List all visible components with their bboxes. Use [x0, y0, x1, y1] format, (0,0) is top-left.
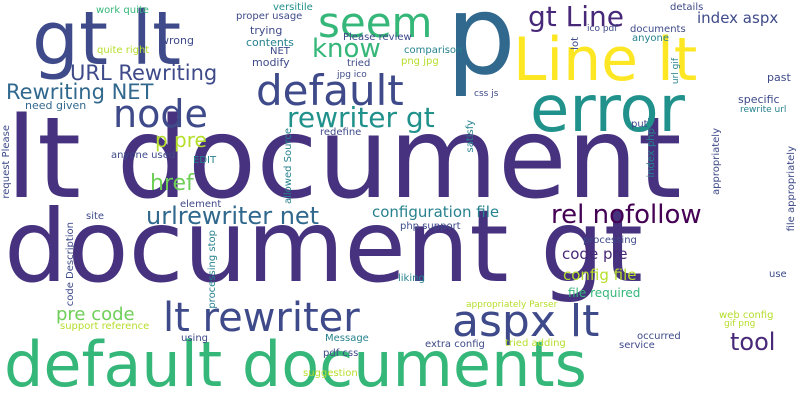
- word-css-js: css js: [474, 89, 499, 99]
- word-details: details: [670, 2, 704, 13]
- word-php-support: php support: [400, 221, 461, 232]
- word-lot: lot: [570, 37, 581, 50]
- word-tried-adding: tried adding: [505, 338, 566, 349]
- word-past: past: [767, 71, 791, 84]
- word-p: p: [446, 0, 516, 99]
- word-processing-stop: processing stop: [207, 230, 218, 309]
- word-p-pre: p pre: [155, 128, 207, 152]
- word-work-quite: work quite: [96, 5, 149, 16]
- word-trying: trying: [250, 24, 283, 37]
- word-support-reference: support reference: [60, 321, 150, 332]
- word-processing: processing: [583, 235, 637, 246]
- word-configuration-file: configuration file: [372, 203, 500, 221]
- word-rewriter-gt: rewriter gt: [287, 101, 435, 134]
- word-tried: tried: [347, 58, 371, 69]
- word-satisfy: satisfy: [465, 120, 476, 153]
- word-gif-png: gif png: [724, 319, 756, 329]
- word-web-config: web config: [719, 310, 774, 321]
- word-modify: modify: [252, 56, 290, 69]
- word-appropriately-parser: appropriately Parser: [466, 300, 558, 310]
- word-tool: tool: [730, 328, 776, 356]
- word-appropriately: appropriately: [711, 128, 722, 195]
- word-jpg-ico: jpg ico: [337, 70, 367, 80]
- word-url-rewriting: URL Rewriting: [70, 61, 218, 85]
- word-wrong: wrong: [160, 34, 194, 47]
- word-rel-nofollow: rel nofollow: [551, 200, 702, 230]
- word-png-jpg: png jpg: [401, 56, 439, 67]
- word-suggestion: suggestion: [303, 368, 358, 379]
- word-seem: seem: [318, 0, 433, 47]
- word-line-lt: Line lt: [513, 25, 698, 95]
- word-proper-usage: proper usage: [236, 11, 303, 22]
- word-put: put: [631, 119, 648, 130]
- word-file-appropriately: file appropriately: [786, 146, 797, 232]
- word-config-file: config file: [563, 266, 637, 284]
- word-message: Message: [325, 333, 369, 344]
- word-default: default: [256, 66, 404, 115]
- word-index-aspx: index aspx: [697, 9, 779, 27]
- word-node: node: [113, 92, 208, 136]
- word-element: element: [180, 199, 222, 210]
- word-file-required: file required: [568, 286, 641, 300]
- word-specific: specific: [738, 93, 780, 106]
- word-urlrewriter-net: urlrewriter net: [146, 202, 320, 230]
- word-quite-right: quite right: [97, 45, 150, 56]
- word-pre-code-left: pre code: [56, 304, 135, 325]
- word-extra-config: extra config: [425, 339, 485, 350]
- word-lt-document: lt document: [6, 94, 682, 224]
- word-know: know: [312, 34, 381, 64]
- word-allowed-source: allowed Source: [283, 128, 294, 205]
- word-occurred: occurred: [637, 331, 681, 342]
- word-error: error: [530, 73, 685, 147]
- word-code-description: code Description: [65, 222, 76, 307]
- word-url-gif: url gif: [671, 58, 681, 85]
- word-need-given: need given: [25, 99, 87, 112]
- word-rewriting-net: Rewriting NET: [6, 80, 154, 104]
- word-service: service: [619, 340, 655, 351]
- word-index-php: index php: [646, 128, 657, 178]
- word-document-gt: document gt: [4, 188, 644, 305]
- word-default-documents: default documents: [4, 328, 587, 400]
- word-site: site: [86, 211, 105, 222]
- word-request-please: request Please: [1, 125, 12, 199]
- word-gt-lt: gt lt: [32, 0, 182, 82]
- word-redefine: redefine: [320, 127, 362, 138]
- word-net: NET: [270, 46, 290, 57]
- word-documents: documents: [630, 24, 686, 35]
- word-comparison: comparison: [404, 45, 463, 56]
- word-code-pre: code pre: [562, 245, 628, 263]
- word-use: use: [769, 269, 787, 280]
- word-using: using: [181, 333, 209, 344]
- word-href: href: [150, 171, 194, 196]
- word-rewrite-url: rewrite url: [740, 105, 787, 115]
- word-versitile: versitile: [273, 2, 313, 13]
- word-edit: EDIT: [193, 155, 217, 166]
- word-anyone: anyone: [632, 33, 669, 44]
- word-pdf-css: pdf css: [323, 348, 359, 359]
- word-ico-pdf: ico pdf: [587, 24, 618, 34]
- word-aspx-lt: aspx lt: [452, 296, 600, 347]
- word-gt-line: gt Line: [528, 0, 625, 33]
- word-anyone-used: anyone used: [111, 150, 176, 161]
- word-please-review: Please review: [343, 32, 412, 43]
- word-lt-rewriter: lt rewriter: [163, 295, 360, 341]
- word-contents: contents: [246, 36, 294, 49]
- word-liking: liking: [398, 273, 425, 284]
